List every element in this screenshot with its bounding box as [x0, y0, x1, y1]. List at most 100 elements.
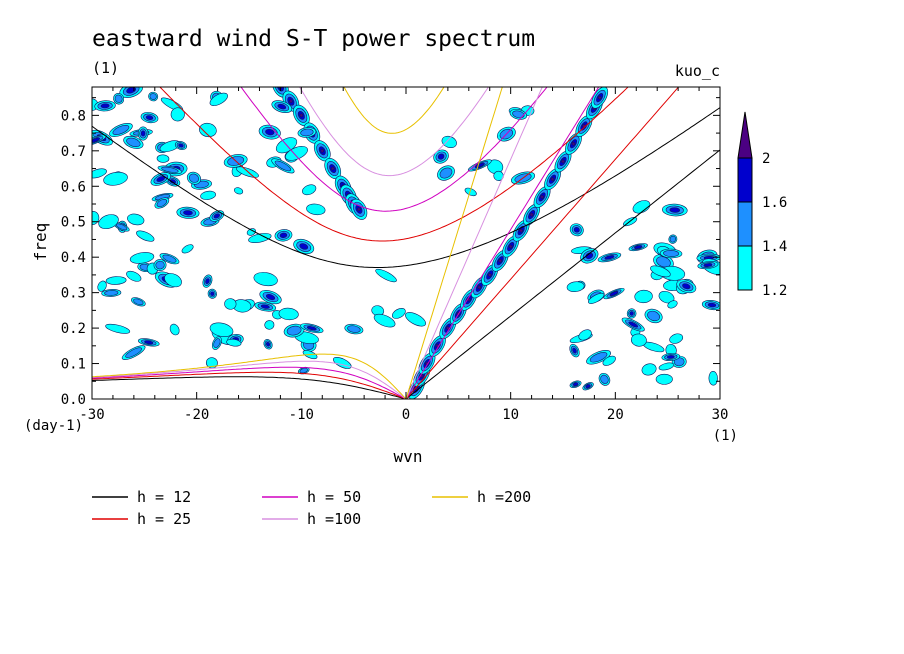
dispersion-curve-set	[92, 107, 720, 399]
spectrum-blob	[297, 127, 317, 138]
y-tick-label: 0.7	[61, 144, 86, 160]
spectrum-blob	[119, 87, 143, 98]
y-tick-label: 0.1	[61, 357, 86, 373]
spectrum-blob	[650, 265, 671, 278]
spectrum-blob	[676, 279, 697, 294]
spectrum-blob	[428, 334, 446, 357]
contour-level-2	[277, 103, 287, 110]
spectrum-blob	[578, 329, 592, 341]
spectrum-blob	[164, 273, 182, 288]
y-axis: 0.0 0.1 0.2 0.3 0.4 0.5 0.6 0.7 0.8	[61, 97, 720, 408]
contour-level-1	[213, 338, 221, 348]
y-tick-label: 0.3	[61, 286, 86, 302]
spectrum-blob	[121, 345, 146, 360]
contour-level-0	[667, 300, 678, 309]
contour-level-1	[600, 374, 609, 384]
contour-level-2	[634, 245, 643, 250]
spectrum-blob	[98, 214, 119, 230]
contour-level-3	[508, 244, 513, 249]
contour-level-0	[209, 92, 228, 106]
contour-level-2	[585, 384, 591, 389]
contour-level-1	[133, 298, 144, 306]
contour-level-0	[641, 363, 657, 376]
contour-level-1	[156, 198, 168, 208]
spectrum-blob	[375, 268, 397, 283]
contour-level-2	[707, 302, 717, 308]
colorbar-top-triangle	[737, 111, 753, 159]
legend-label: h = 50	[307, 488, 361, 506]
spectrum-blob	[696, 253, 720, 262]
contour-level-1	[155, 260, 165, 270]
spectrum-blob	[129, 252, 155, 264]
contour-level-3	[597, 95, 602, 100]
spectrum-blob	[502, 235, 520, 258]
colorbar: 2 1.6 1.4 1.2	[737, 111, 787, 299]
contour-level-1	[161, 166, 179, 173]
spectrum-blob	[293, 238, 315, 255]
contour-level-0	[373, 313, 396, 328]
spectrum-blob	[621, 317, 645, 332]
spectrum-blob	[653, 254, 674, 270]
spectrum-blob	[137, 338, 160, 347]
spectrum-blob	[236, 166, 259, 178]
spectrum-blob	[264, 320, 275, 330]
dispersion-curve	[92, 371, 407, 399]
spectrum-blob	[661, 203, 688, 217]
spectrum-blob	[659, 248, 683, 259]
contour-level-0	[602, 355, 616, 366]
contour-level-1	[663, 250, 680, 257]
spectrum-blob	[198, 122, 217, 138]
contour-level-0	[375, 268, 397, 283]
spectrum-blob	[253, 272, 278, 287]
contour-level-2	[666, 355, 675, 359]
contour-level-2	[609, 290, 619, 297]
spectrum-blob	[569, 343, 580, 358]
contour-level-0	[306, 203, 326, 216]
contour-level-1	[512, 110, 525, 119]
spectrum-blob	[165, 176, 181, 187]
spectrum-blob	[209, 210, 225, 222]
contour-level-2	[145, 115, 154, 120]
contour-level-0	[164, 273, 182, 288]
contour-level-0	[136, 230, 155, 242]
legend-label: h = 25	[137, 510, 191, 528]
contour-level-2	[573, 227, 580, 233]
dispersion-curve	[405, 87, 600, 399]
contour-level-0	[236, 166, 259, 178]
legend-label: h =200	[477, 488, 531, 506]
contour-level-1	[162, 254, 177, 263]
contour-level-0	[233, 187, 244, 195]
spectrum-blob	[224, 298, 237, 310]
contour-level-0	[630, 333, 647, 347]
spectrum-blob	[176, 206, 200, 219]
contour-level-0	[669, 333, 684, 344]
spectrum-blob	[259, 289, 282, 305]
contour-level-2	[604, 255, 615, 260]
contour-level-0	[391, 308, 406, 319]
contour-level-0	[655, 373, 673, 385]
contour-level-2	[213, 213, 220, 219]
spectrum-blob	[344, 323, 364, 335]
contour-level-0	[566, 281, 585, 293]
spectrum-blob	[667, 300, 678, 309]
dispersion-curve-set	[92, 87, 600, 399]
contour-level-0	[200, 190, 216, 200]
colorbar-label: 2	[762, 151, 770, 167]
contour-level-0	[103, 171, 128, 186]
dispersion-curve-set	[92, 87, 543, 399]
contour-level-1	[300, 128, 314, 137]
contour-level-1	[149, 93, 157, 100]
spectrum-blob	[254, 301, 277, 312]
spectrum-blob	[103, 171, 128, 186]
spectrum-blob	[186, 171, 202, 185]
spectrum-blob	[263, 339, 273, 350]
spectrum-blob	[626, 308, 637, 319]
contour-level-1	[647, 310, 660, 322]
spectrum-blob	[569, 380, 582, 388]
contour-level-1	[286, 325, 302, 336]
contour-level-0	[198, 122, 217, 138]
spectrum-blob	[641, 363, 657, 376]
contour-level-0	[278, 307, 299, 321]
spectrum-blob	[373, 313, 396, 328]
